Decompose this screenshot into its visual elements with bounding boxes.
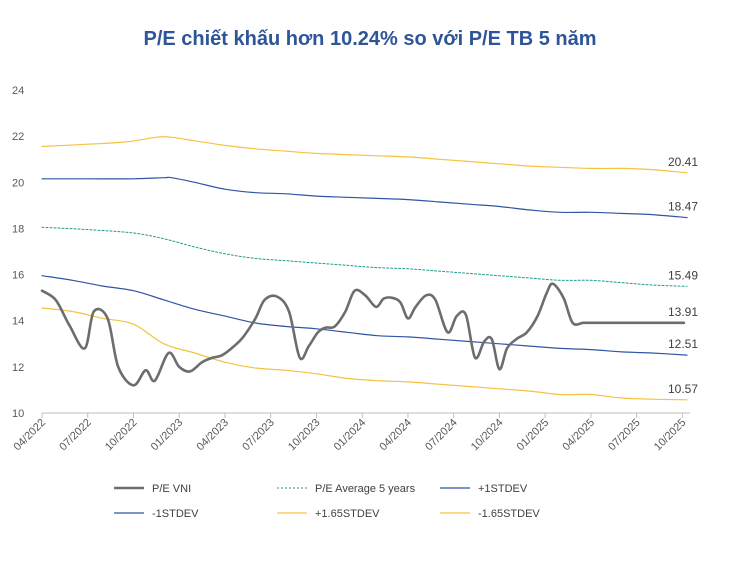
y-tick-label: 20 — [12, 177, 24, 189]
legend-label: +1STDEV — [478, 483, 528, 495]
legend-label: P/E VNI — [152, 483, 191, 495]
end-value-label: 10.57 — [668, 382, 698, 396]
x-tick-label: 07/2022 — [57, 417, 94, 454]
series-line--1-65stdev — [41, 136, 688, 174]
end-value-labels: 20.41 18.47 15.49 12.51 10.57 13.91 — [668, 155, 698, 396]
y-tick-label: 24 — [12, 85, 24, 97]
end-value-label: 15.49 — [668, 268, 698, 282]
series-line-p-e-average-5-years — [41, 226, 688, 287]
y-tick-label: 14 — [12, 316, 24, 328]
y-tick-label: 10 — [12, 408, 24, 420]
legend-label: P/E Average 5 years — [315, 483, 416, 495]
y-tick-label: 22 — [12, 131, 24, 143]
chart-title: P/E chiết khấu hơn 10.24% so với P/E TB … — [143, 28, 597, 50]
legend-label: -1STDEV — [152, 508, 199, 520]
x-axis-ticks: 04/2022 07/2022 10/2022 01/2023 04/2023 07/20… — [12, 413, 689, 454]
end-value-label: 13.91 — [668, 305, 698, 319]
series-lines — [40, 136, 688, 401]
x-tick-label: 04/2022 — [12, 417, 49, 454]
x-tick-label: 10/2023 — [286, 417, 323, 454]
x-tick-label: 07/2024 — [423, 417, 460, 454]
x-tick-label: 07/2023 — [240, 417, 277, 454]
x-tick-label: 01/2023 — [149, 417, 186, 454]
end-value-label: 12.51 — [668, 337, 698, 351]
y-tick-label: 18 — [12, 223, 24, 235]
x-tick-label: 01/2024 — [332, 417, 369, 454]
x-tick-label: 07/2025 — [606, 417, 643, 454]
x-tick-label: 04/2025 — [560, 417, 597, 454]
end-value-label: 18.47 — [668, 200, 698, 214]
x-tick-label: 10/2025 — [652, 417, 689, 454]
x-tick-label: 01/2025 — [515, 417, 552, 454]
y-tick-label: 16 — [12, 270, 24, 282]
x-tick-label: 10/2022 — [103, 417, 140, 454]
x-tick-label: 04/2023 — [194, 417, 231, 454]
legend-label: -1.65STDEV — [478, 508, 540, 520]
x-tick-label: 04/2024 — [377, 417, 414, 454]
series-line--1-65stdev — [41, 307, 688, 401]
series-line--1stdev — [41, 275, 688, 356]
legend: P/E VNI P/E Average 5 years +1STDEV -1STDEV… — [114, 483, 540, 520]
series-line--1stdev — [41, 176, 688, 219]
y-tick-label: 12 — [12, 362, 24, 374]
end-value-label: 20.41 — [668, 155, 698, 169]
y-axis-ticks: 10 12 14 16 18 20 22 24 — [12, 85, 24, 420]
x-tick-label: 10/2024 — [469, 417, 506, 454]
legend-label: +1.65STDEV — [315, 508, 380, 520]
series-line-p-e-vni — [40, 282, 686, 387]
